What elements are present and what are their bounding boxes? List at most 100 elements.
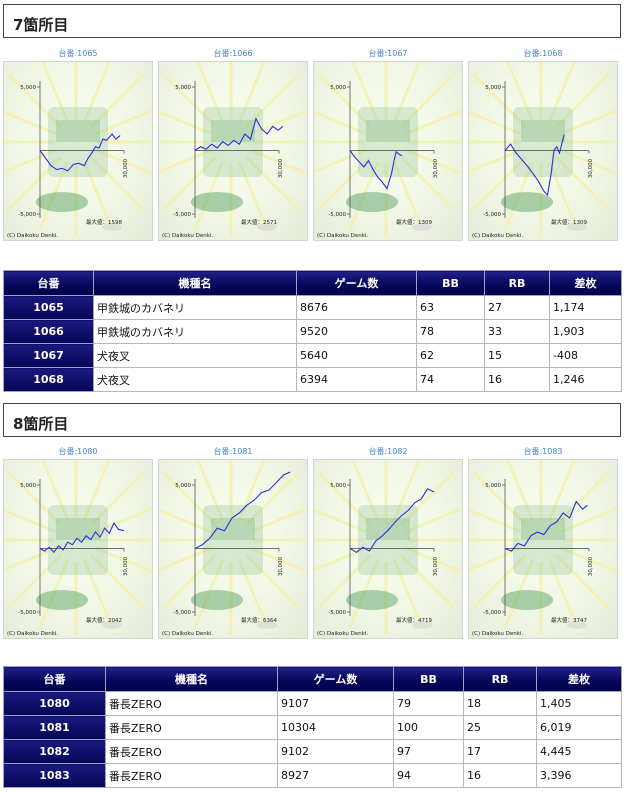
header-model: 機種名 (105, 666, 278, 692)
max-value-label: 最大値：4719 (396, 616, 432, 624)
machine-number[interactable]: 1083 (3, 763, 106, 788)
ray (245, 471, 300, 526)
graph-title: 台番:1082 (368, 447, 408, 456)
machine-number[interactable]: 1067 (3, 343, 94, 368)
background-rays (159, 62, 307, 237)
graph-title: 台番:1068 (523, 49, 563, 58)
ray (548, 161, 579, 231)
y-axis-top-label: 5,000 (175, 85, 191, 91)
machine-number[interactable]: 1082 (3, 739, 106, 764)
coin-shape (102, 621, 122, 629)
table-row: 1065 甲鉄城のカバネリ 8676 63 27 1,174 (3, 295, 622, 320)
copyright-label: (C) Daikoku Denki. (472, 631, 523, 637)
copyright-label: (C) Daikoku Denki. (317, 233, 368, 239)
slump-graph-1081[interactable]: 台番:1081 5,000 -5,000 30,000 最大値：6364 (C) Daik… (158, 446, 308, 646)
model-name: 犬夜叉 (93, 343, 297, 368)
table-row: 1080 番長ZERO 9107 79 18 1,405 (3, 691, 622, 716)
machine-silhouette (203, 505, 263, 575)
machine-number[interactable]: 1066 (3, 319, 94, 344)
coin-shape (567, 621, 587, 629)
ray (38, 559, 69, 629)
ray (472, 471, 527, 526)
header-bb: BB (393, 666, 464, 692)
model-name: 甲鉄城のカバネリ (93, 319, 297, 344)
machine-number[interactable]: 1080 (3, 691, 106, 716)
graph-strip: 台番:1080 5,000 -5,000 30,000 最大値：2042 (C) Daik… (3, 446, 621, 646)
machine-number[interactable]: 1065 (3, 295, 94, 320)
max-value-label: 最大値：2042 (86, 616, 122, 624)
games-count: 9520 (296, 319, 417, 344)
games-count: 9107 (277, 691, 394, 716)
ray (159, 149, 212, 174)
bb-count: 79 (393, 691, 464, 716)
table-shape (191, 590, 243, 610)
ray (469, 547, 522, 572)
header-games: ゲーム数 (277, 666, 394, 692)
max-value-label: 最大値：6364 (241, 616, 277, 624)
coin-shape (257, 223, 277, 231)
header-rb: RB (484, 270, 550, 296)
ray (469, 508, 522, 533)
y-axis-bottom-label: -5,000 (483, 610, 501, 616)
results-table: 台番 機種名 ゲーム数 BB RB 差枚 1080 番長ZERO 9107 79… (3, 666, 622, 788)
graph-canvas: 5,000 -5,000 30,000 最大値：2571 (C) Daikoku Den… (158, 61, 308, 241)
rb-count: 27 (484, 295, 550, 320)
slump-graph-1067[interactable]: 台番:1067 5,000 -5,000 30,000 最大値：1309 (C) Daik… (313, 48, 463, 248)
graph-title: 台番:1083 (523, 447, 563, 456)
ray (351, 62, 379, 123)
slump-graph-1083[interactable]: 台番:1083 5,000 -5,000 30,000 最大値：3747 (C) Daik… (468, 446, 618, 646)
ray (162, 73, 217, 128)
ray (162, 471, 217, 526)
model-name: 甲鉄城のカバネリ (93, 295, 297, 320)
machine-screen (211, 518, 255, 540)
ray (83, 161, 114, 231)
machine-number[interactable]: 1068 (3, 367, 94, 392)
bb-count: 97 (393, 739, 464, 764)
bb-count: 62 (416, 343, 485, 368)
games-count: 10304 (277, 715, 394, 740)
slump-graph-1065[interactable]: 台番:1065 5,000 -5,000 30,000 最大値：1598 (C) Daik… (3, 48, 153, 248)
slump-graph-1066[interactable]: 台番:1066 5,000 -5,000 30,000 最大値：2571 (C) Daik… (158, 48, 308, 248)
ray (159, 547, 212, 572)
ray (472, 554, 527, 609)
ray (41, 62, 69, 123)
ray (548, 559, 579, 629)
diff-value: 4,445 (536, 739, 622, 764)
ray (83, 460, 111, 521)
y-axis-bottom-label: -5,000 (18, 610, 36, 616)
slump-graph-1080[interactable]: 台番:1080 5,000 -5,000 30,000 最大値：2042 (C) Daik… (3, 446, 153, 646)
rb-count: 18 (463, 691, 537, 716)
machine-number[interactable]: 1081 (3, 715, 106, 740)
header-diff: 差枚 (536, 666, 622, 692)
table-row: 1082 番長ZERO 9102 97 17 4,445 (3, 739, 622, 764)
slump-graph-1068[interactable]: 台番:1068 5,000 -5,000 30,000 最大値：1309 (C) Daik… (468, 48, 618, 248)
ray (90, 471, 145, 526)
ray (159, 110, 212, 135)
diff-value: 1,405 (536, 691, 622, 716)
coin-shape (412, 621, 432, 629)
ray (41, 460, 69, 521)
diff-value: 1,246 (549, 367, 622, 392)
max-value-label: 最大値：1309 (396, 218, 432, 226)
copyright-label: (C) Daikoku Denki. (472, 233, 523, 239)
machine-silhouette (358, 107, 418, 177)
copyright-label: (C) Daikoku Denki. (7, 233, 58, 239)
slump-graph-1082[interactable]: 台番:1082 5,000 -5,000 30,000 最大値：4719 (C) Daik… (313, 446, 463, 646)
ray (405, 149, 462, 176)
slump-chart: 5,000 -5,000 30,000 最大値：4719 (C) Daikoku Den… (314, 460, 462, 637)
copyright-label: (C) Daikoku Denki. (7, 631, 58, 637)
slump-chart: 5,000 -5,000 30,000 最大値：1598 (C) Daikoku Den… (4, 62, 152, 239)
ray (250, 108, 307, 135)
diff-value: 6,019 (536, 715, 622, 740)
ray (95, 149, 152, 176)
ray (469, 110, 522, 135)
ray (314, 149, 367, 174)
model-name: 番長ZERO (105, 739, 278, 764)
slump-line (349, 488, 435, 553)
machine-silhouette (203, 107, 263, 177)
ray (38, 161, 69, 231)
ray (393, 161, 424, 231)
ray (393, 559, 424, 629)
bb-count: 78 (416, 319, 485, 344)
header-machine-number: 台番 (3, 666, 106, 692)
